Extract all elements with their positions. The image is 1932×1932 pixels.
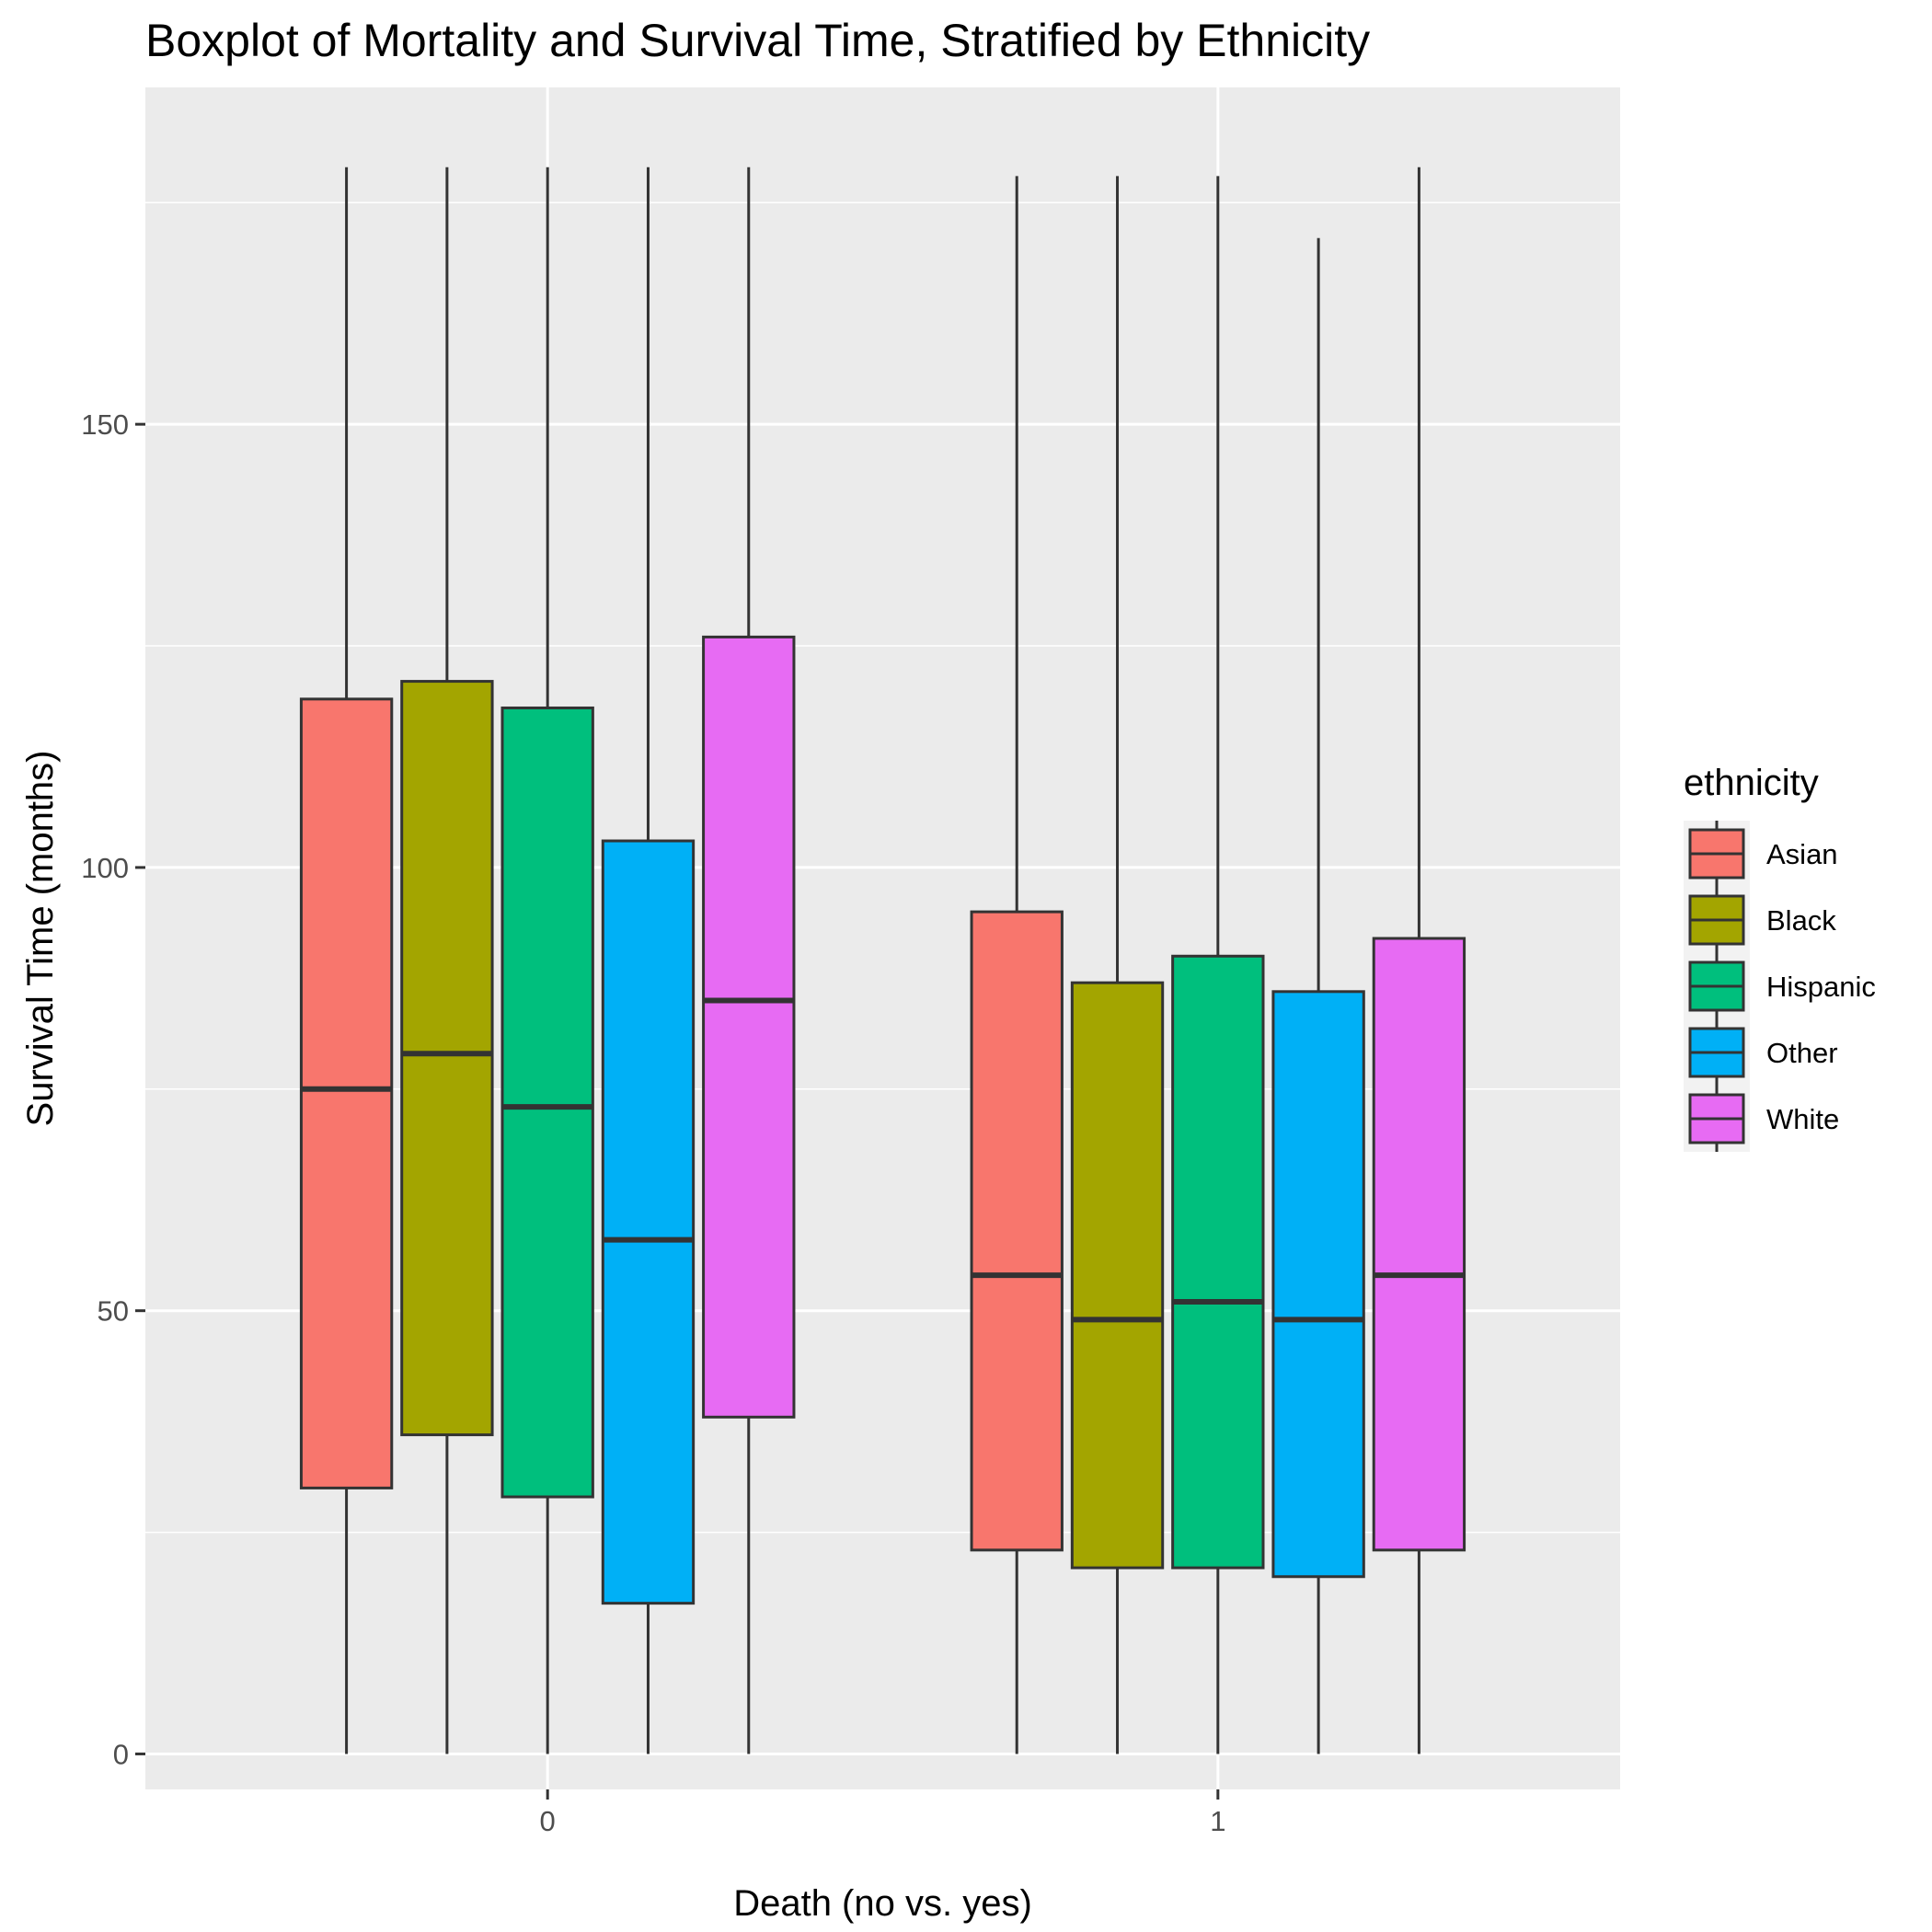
x-tick-label: 1 [1210,1805,1225,1837]
box-iqr [1372,937,1466,1552]
box-iqr [1070,981,1165,1570]
y-axis-title: Survival Time (months) [20,751,61,1127]
box-black-1 [1070,176,1165,1754]
y-tick-label: 100 [81,852,129,884]
y-tick-label: 0 [113,1738,129,1770]
y-tick-label: 50 [98,1295,129,1328]
y-tick-label: 150 [81,408,129,441]
box-white-0 [702,167,796,1754]
legend-item-black: Black [1688,887,1836,953]
y-axis: 0 50 100 150 [81,408,145,1770]
legend-label: White [1766,1103,1839,1135]
chart-title: Boxplot of Mortality and Survival Time, … [145,15,1370,66]
box-iqr [400,680,494,1437]
box-layer [299,167,1466,1754]
box-other-0 [601,167,696,1754]
legend-label: Other [1766,1037,1838,1069]
legend-title: ethnicity [1684,763,1819,803]
box-iqr [601,839,696,1605]
box-iqr [702,635,796,1419]
legend-item-other: Other [1688,1019,1838,1086]
box-hispanic-0 [500,167,594,1754]
box-asian-0 [299,167,394,1754]
legend: ethnicity Asian Black Hispanic Other White [1684,763,1876,1152]
legend-label: Black [1766,904,1836,937]
legend-item-asian: Asian [1688,821,1838,887]
box-iqr [1171,954,1265,1570]
legend-label: Hispanic [1766,971,1876,1003]
box-asian-1 [970,176,1064,1754]
box-white-1 [1372,167,1466,1754]
box-iqr [970,910,1064,1552]
box-black-0 [400,167,494,1754]
box-other-1 [1271,237,1365,1754]
legend-item-hispanic: Hispanic [1688,953,1876,1019]
x-axis-title: Death (no vs. yes) [733,1883,1032,1924]
box-iqr [299,697,394,1489]
x-tick-label: 0 [540,1805,556,1837]
box-iqr [1271,990,1365,1579]
box-hispanic-1 [1171,176,1265,1754]
legend-item-white: White [1688,1086,1839,1152]
legend-label: Asian [1766,838,1838,870]
box-iqr [500,706,594,1499]
